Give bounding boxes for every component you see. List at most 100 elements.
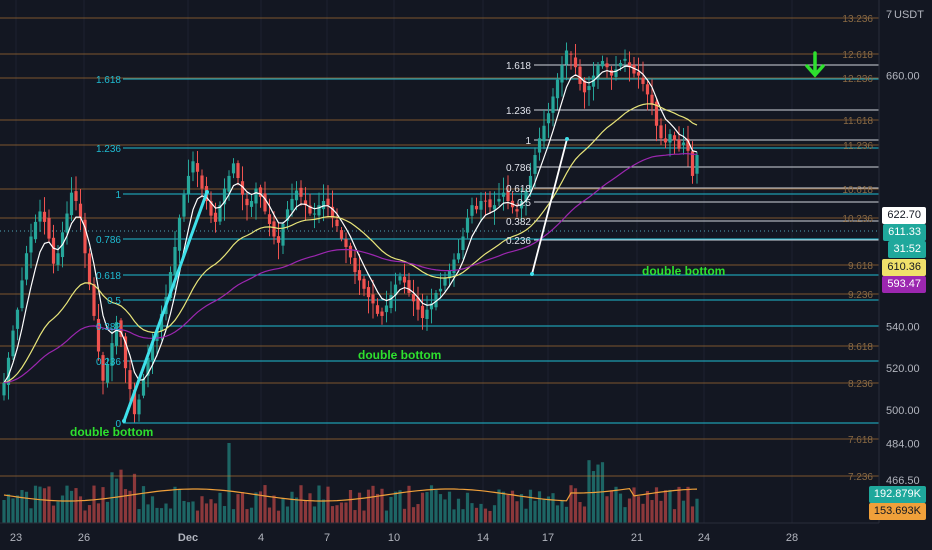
candle-body <box>587 86 591 91</box>
volume-bar <box>249 507 254 523</box>
volume-bar <box>218 492 222 523</box>
volume-bar <box>317 485 321 523</box>
volume-bar <box>195 510 200 523</box>
countdown-badge: 31:52 <box>888 241 926 258</box>
volume-bar <box>524 508 528 523</box>
volume-bar <box>497 489 501 523</box>
time-axis[interactable] <box>0 523 932 550</box>
candle-body <box>380 311 384 316</box>
time-tick: 10 <box>388 532 400 544</box>
fib-level-label: 0.382 <box>96 322 121 333</box>
candle-body <box>222 188 227 205</box>
volume-bar <box>663 490 668 523</box>
fib-level-label: 9.618 <box>848 261 873 272</box>
time-tick: 14 <box>477 532 489 544</box>
volume-bar <box>299 485 303 523</box>
candle-body <box>659 125 663 139</box>
volume-bar <box>164 503 168 523</box>
volume-bar <box>105 501 110 523</box>
double-bottom-label: double bottom <box>358 348 441 362</box>
volume-bar <box>294 497 299 523</box>
fib-level-label: 0.236 <box>506 236 531 247</box>
double-bottom-label: double bottom <box>642 264 725 278</box>
volume-bar <box>33 485 38 523</box>
candle-body <box>159 313 164 332</box>
volume-bar <box>465 492 470 523</box>
candle-body <box>672 135 677 141</box>
candle-body <box>569 53 573 55</box>
volume-bar <box>276 510 281 523</box>
last-price-badge: 622.70 <box>882 207 926 224</box>
candle-body <box>614 69 618 77</box>
candlesticks <box>2 42 699 423</box>
candle-body <box>654 101 659 126</box>
volume-bar <box>425 492 429 523</box>
ema-yellow-line <box>3 103 698 384</box>
volume-bar <box>384 510 389 523</box>
volume-bar <box>227 443 231 523</box>
candle-body <box>645 84 650 95</box>
volume-bar <box>411 507 416 523</box>
volume-bar <box>537 491 542 523</box>
ema-slow-badge: 593.47 <box>882 276 926 293</box>
volume-bar <box>398 490 402 523</box>
candle-body <box>515 209 519 212</box>
candle-body <box>335 219 339 227</box>
candle-body <box>87 253 92 285</box>
volume-bar <box>686 486 690 523</box>
candle-body <box>65 213 69 233</box>
candle-body <box>402 276 407 283</box>
candle-body <box>429 303 434 310</box>
candle-body <box>533 155 537 174</box>
volume-bar <box>488 510 492 523</box>
candle-body <box>452 259 456 274</box>
volume-bar <box>690 506 695 523</box>
fib-level-label: 7.236 <box>848 472 873 483</box>
volume-bar <box>290 491 294 523</box>
volume-bar <box>551 493 555 523</box>
fib-level-label: 0.382 <box>506 217 531 228</box>
volume-bar <box>87 505 92 523</box>
volume-bar <box>128 490 132 523</box>
candle-body <box>492 205 497 210</box>
volume-bar <box>60 495 65 523</box>
candle-body <box>542 125 546 142</box>
candle-body <box>371 294 375 304</box>
volume-bar <box>96 503 101 523</box>
volume-bar <box>173 486 177 523</box>
volume-bar <box>659 500 663 523</box>
volume-bar <box>2 499 6 523</box>
candle-body <box>609 70 614 76</box>
fib-level-label: 1.236 <box>96 144 121 155</box>
candle-body <box>357 270 362 281</box>
volume-bar <box>285 506 290 523</box>
candle-body <box>627 62 632 68</box>
candle-body <box>582 80 587 93</box>
volume-bar <box>429 485 434 523</box>
volume-bar <box>357 492 362 523</box>
candle-body <box>42 211 47 222</box>
volume-bar <box>69 490 74 523</box>
volume-bar <box>186 502 191 523</box>
candle-body <box>128 370 132 390</box>
candle-body <box>546 113 551 124</box>
candle-body <box>78 203 83 218</box>
volume-bar <box>245 509 249 523</box>
fib-level-label: 0.786 <box>96 235 121 246</box>
currency-label[interactable]: 7 USDT <box>886 9 924 21</box>
candle-body <box>195 163 200 172</box>
candle-body <box>461 236 465 251</box>
candle-body <box>299 187 303 197</box>
candle-body <box>173 246 177 276</box>
candle-body <box>245 198 249 206</box>
volume-bar <box>452 509 456 523</box>
volume-bar <box>614 486 618 523</box>
volume-badge-2: 153.693K <box>868 503 926 520</box>
volume-bar <box>353 510 357 523</box>
price-tick: 466.50 <box>886 475 920 487</box>
candle-body <box>551 96 555 113</box>
volume-bars <box>2 443 699 523</box>
volume-bar <box>470 503 474 523</box>
volume-bar <box>123 489 128 523</box>
